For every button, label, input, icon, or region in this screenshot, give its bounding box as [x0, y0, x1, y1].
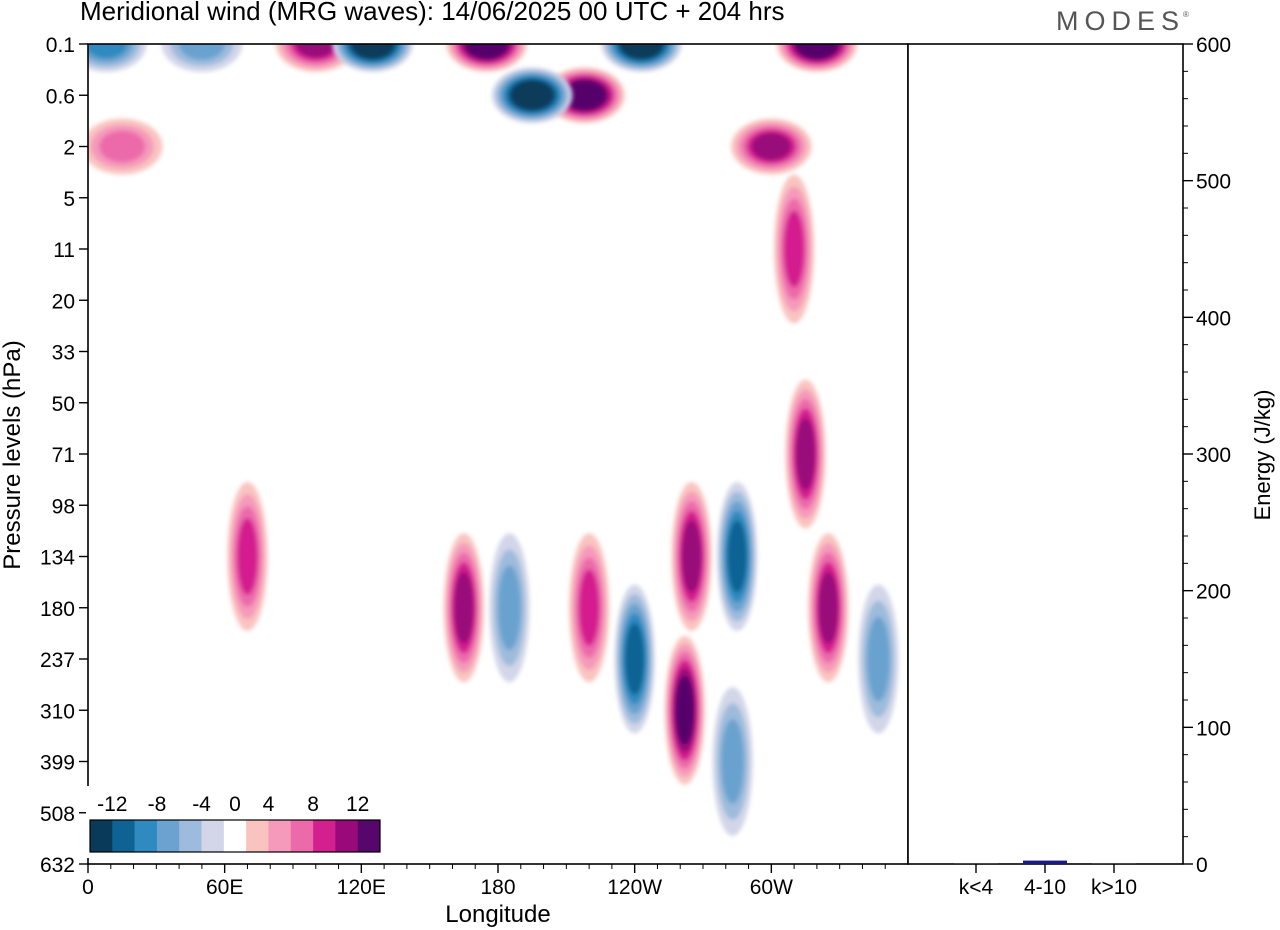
bar-category-label: k>10 [1091, 876, 1137, 899]
y-tick-label: 134 [40, 547, 75, 570]
hovmoller-plot [87, 43, 909, 865]
wind-anomaly-feature [491, 67, 573, 124]
wind-anomaly-feature [489, 533, 530, 683]
wind-anomaly-feature [671, 482, 712, 631]
y-tick-label: 237 [40, 649, 75, 672]
y-tick-label: 98 [52, 495, 75, 518]
colorbar-swatch [156, 820, 180, 852]
colorbar-label: 4 [263, 793, 275, 816]
colorbar-label: -4 [192, 793, 211, 816]
energy-bar [1023, 860, 1067, 864]
colorbar-label: 8 [307, 793, 319, 816]
y-tick-label: 310 [40, 700, 75, 723]
y-tick-label: 50 [52, 393, 75, 416]
colorbar-swatch [90, 820, 113, 852]
energy-bar-panel: k<4 4-10 k>10 [907, 43, 1184, 899]
brand-logo: MODES [1056, 6, 1186, 36]
colorbar-swatch [112, 820, 135, 852]
colorbar-swatch [335, 820, 358, 852]
colorbar-swatch [134, 820, 158, 852]
wind-anomaly-feature [776, 44, 858, 72]
wind-anomaly-feature [614, 584, 655, 734]
x-tick-label: 120W [607, 876, 662, 899]
bar-category-label: k<4 [959, 876, 994, 899]
energy-tick-label: 500 [1196, 171, 1231, 194]
y-tick-label: 33 [52, 342, 75, 365]
wind-anomaly-feature [858, 584, 899, 734]
wind-anomaly-feature [332, 44, 414, 72]
y-tick-label: 0.1 [46, 34, 75, 57]
longitude-axis: 0 60E 120E 180 120W 60W [82, 864, 886, 899]
pressure-axis: 0.1 0.6 2 5 11 20 33 50 71 98 134 180 237 310 399 508 63… [40, 34, 88, 877]
energy-tick-label: 100 [1196, 717, 1231, 740]
y-tick-label: 508 [40, 803, 75, 826]
brand-registered-mark: ® [1183, 10, 1189, 19]
colorbar-swatch [268, 820, 292, 852]
wind-anomaly-feature [774, 174, 815, 324]
y-tick-label: 20 [52, 290, 75, 313]
y-tick-label: 2 [63, 137, 75, 160]
colorbar-swatch [179, 820, 202, 852]
wind-anomaly-feature [446, 44, 527, 72]
y-tick-label: 180 [40, 598, 75, 621]
wind-anomaly-feature [227, 482, 268, 631]
energy-tick-label: 0 [1196, 854, 1208, 877]
y-tick-label: 5 [63, 188, 75, 211]
colorbar-label: 12 [346, 793, 369, 816]
colorbar-swatch [313, 820, 336, 852]
energy-tick-label: 400 [1196, 307, 1231, 330]
y-tick-label: 71 [52, 444, 75, 467]
bar-category-label: 4-10 [1024, 876, 1066, 899]
wind-anomaly-feature [808, 533, 849, 683]
colorbar-swatch [223, 820, 247, 852]
colorbar-swatch [201, 820, 225, 852]
x-tick-label: 180 [480, 876, 515, 899]
colorbar-swatch [357, 820, 381, 852]
wind-anomaly-feature [664, 635, 705, 785]
energy-tick-label: 600 [1196, 34, 1231, 57]
colorbar-legend: -12 -8 -4 0 4 8 12 [86, 786, 384, 858]
energy-axis-title: Energy (J/kg) [1250, 390, 1275, 521]
x-tick-label: 120E [337, 876, 386, 899]
wind-anomaly-feature [717, 482, 758, 631]
y-tick-label: 0.6 [46, 85, 75, 108]
y-axis-title: Pressure levels (hPa) [0, 340, 26, 569]
wind-anomaly-feature [731, 118, 812, 175]
energy-axis: 0 100 200 300 400 500 600 [1183, 34, 1231, 877]
wind-anomaly-feature [443, 533, 484, 683]
wind-anomaly-feature [88, 44, 147, 72]
energy-tick-label: 200 [1196, 581, 1231, 604]
wind-anomaly-feature [785, 379, 826, 529]
x-tick-label: 0 [82, 876, 94, 899]
wind-anomaly-feature [601, 44, 682, 72]
colorbar-label: -12 [97, 793, 127, 816]
wind-anomaly-feature [569, 533, 610, 683]
y-tick-label: 11 [53, 239, 75, 262]
y-tick-label: 632 [40, 854, 75, 877]
colorbar-swatch [290, 820, 314, 852]
colorbar-label: 0 [229, 793, 241, 816]
colorbar-frame [89, 819, 381, 853]
x-axis-title: Longitude [445, 901, 550, 928]
x-tick-label: 60E [206, 876, 243, 899]
x-tick-label: 60W [750, 876, 793, 899]
wind-anomaly-feature [161, 44, 243, 72]
chart-title: Meridional wind (MRG waves): 14/06/2025 … [80, 0, 785, 26]
colorbar-label: -8 [148, 793, 167, 816]
energy-tick-label: 300 [1196, 444, 1231, 467]
energy-bar [1092, 863, 1136, 864]
y-tick-label: 399 [40, 752, 75, 775]
wind-anomaly-feature [88, 118, 163, 175]
energy-bar [954, 863, 998, 864]
wind-anomaly-feature [712, 687, 753, 836]
colorbar-swatch [246, 820, 269, 852]
